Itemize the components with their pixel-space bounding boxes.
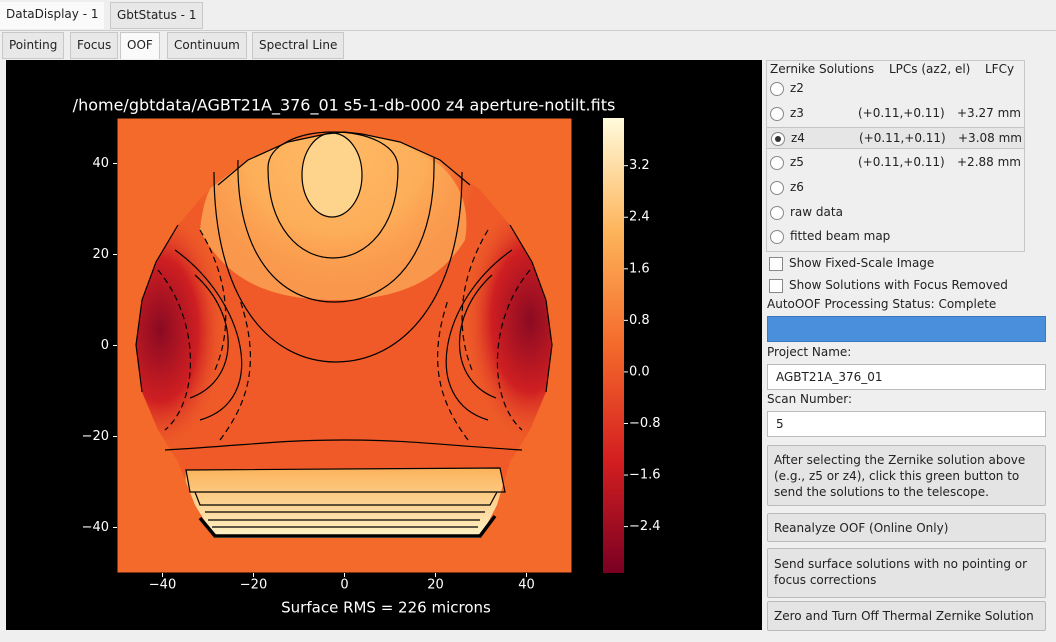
- radio[interactable]: [770, 106, 784, 121]
- colorbar-tick-label: 1.6: [629, 261, 650, 276]
- zernike-row[interactable]: z3 (+0.11,+0.11) +3.27 mm: [766, 103, 1025, 125]
- x-tick-label: 40: [518, 578, 535, 593]
- heatmap: [136, 132, 552, 538]
- plot-panel: /home/gbtdata/AGBT21A_376_01 s5-1-db-000…: [6, 60, 762, 630]
- x-tick-label: −40: [149, 578, 176, 593]
- checkbox-label: Show Solutions with Focus Removed: [789, 278, 1008, 292]
- dashed-contours: [157, 229, 531, 441]
- sub-tab[interactable]: Pointing: [2, 32, 65, 59]
- group-header: Zernike Solutions: [770, 62, 875, 76]
- radio-label: z5: [790, 155, 804, 170]
- colorbar-tick-label: 2.4: [629, 210, 650, 225]
- radio[interactable]: [770, 82, 784, 96]
- zernike-row[interactable]: z4 (+0.11,+0.11) +3.08 mm: [766, 127, 1025, 150]
- lpc-value: (+0.11,+0.11): [859, 131, 946, 146]
- colorbar-tick-label: 0.8: [629, 313, 650, 328]
- progress-bar: [767, 316, 1046, 342]
- sub-tab[interactable]: OOF: [120, 32, 160, 59]
- x-tick-label: 0: [340, 578, 348, 593]
- chart-title: /home/gbtdata/AGBT21A_376_01 s5-1-db-000…: [73, 96, 616, 116]
- radio[interactable]: [770, 230, 784, 245]
- button[interactable]: Zero and Turn Off Thermal Zernike Soluti…: [767, 601, 1046, 631]
- zernike-row[interactable]: z5 (+0.11,+0.11) +2.88 mm: [766, 152, 1025, 174]
- radio-label: raw data: [790, 204, 843, 219]
- checkbox[interactable]: [769, 257, 783, 271]
- y-tick-label: −20: [82, 429, 109, 444]
- tab[interactable]: DataDisplay - 1: [0, 2, 105, 29]
- field-label: Project Name:: [767, 345, 852, 359]
- text-input[interactable]: 5: [767, 411, 1046, 437]
- zernike-row[interactable]: raw data: [766, 202, 1025, 224]
- lfcy-value: +2.88 mm: [957, 155, 1021, 170]
- radio[interactable]: [771, 132, 785, 147]
- lfcy-value: +3.27 mm: [957, 105, 1021, 120]
- radio[interactable]: [770, 180, 784, 195]
- x-tick-label: −20: [240, 578, 267, 593]
- sub-tab[interactable]: Focus: [70, 32, 119, 59]
- group-header: LPCs (az2, el): [889, 62, 971, 76]
- lfcy-value: +3.08 mm: [958, 131, 1022, 146]
- group-header: LFCy: [985, 62, 1015, 76]
- checkbox[interactable]: [769, 279, 783, 293]
- radio[interactable]: [770, 205, 784, 220]
- radio-dot: [775, 136, 781, 143]
- x-axis-label: Surface RMS = 226 microns: [281, 599, 491, 617]
- radio-label: z4: [791, 131, 805, 146]
- colorbar: [603, 118, 624, 573]
- zernike-row[interactable]: fitted beam map: [766, 226, 1025, 248]
- button[interactable]: Send surface solutions with no pointing …: [767, 548, 1046, 598]
- y-tick-label: 40: [92, 156, 109, 171]
- button[interactable]: After selecting the Zernike solution abo…: [767, 445, 1046, 506]
- checkbox-label: Show Fixed-Scale Image: [789, 256, 935, 270]
- colorbar-tick-label: 3.2: [629, 158, 650, 173]
- text-input[interactable]: AGBT21A_376_01: [767, 364, 1046, 390]
- y-tick-label: −40: [82, 520, 109, 535]
- sub-tab[interactable]: Spectral Line: [252, 32, 345, 59]
- y-tick-label: 20: [92, 247, 109, 262]
- lpc-value: (+0.11,+0.11): [858, 155, 945, 170]
- zernike-row[interactable]: z6: [766, 177, 1025, 199]
- sub-tab[interactable]: Continuum: [167, 32, 247, 59]
- colorbar-tick-label: 0.0: [629, 364, 650, 379]
- top-tab-bar: DataDisplay - 1 GbtStatus - 1: [0, 0, 1056, 31]
- field-label: Scan Number:: [767, 392, 853, 406]
- radio-label: z6: [790, 179, 804, 194]
- x-tick-label: 20: [427, 578, 444, 593]
- zernike-group: [766, 60, 1025, 252]
- radio-label: z2: [790, 81, 804, 95]
- status-label: AutoOOF Processing Status: Complete: [767, 297, 997, 311]
- y-tick-label: 0: [101, 338, 109, 353]
- radio-label: z3: [790, 105, 804, 120]
- colorbar-tick-label: −0.8: [629, 416, 661, 431]
- colorbar-tick-label: −1.6: [629, 468, 661, 483]
- zernike-row[interactable]: z2: [766, 78, 1025, 100]
- tab[interactable]: GbtStatus - 1: [110, 2, 204, 29]
- lpc-value: (+0.11,+0.11): [858, 105, 945, 120]
- radio[interactable]: [770, 156, 784, 171]
- contours: [135, 131, 553, 538]
- button[interactable]: Reanalyze OOF (Online Only): [767, 513, 1046, 542]
- colorbar-tick-label: −2.4: [629, 519, 661, 534]
- radio-label: fitted beam map: [790, 229, 891, 244]
